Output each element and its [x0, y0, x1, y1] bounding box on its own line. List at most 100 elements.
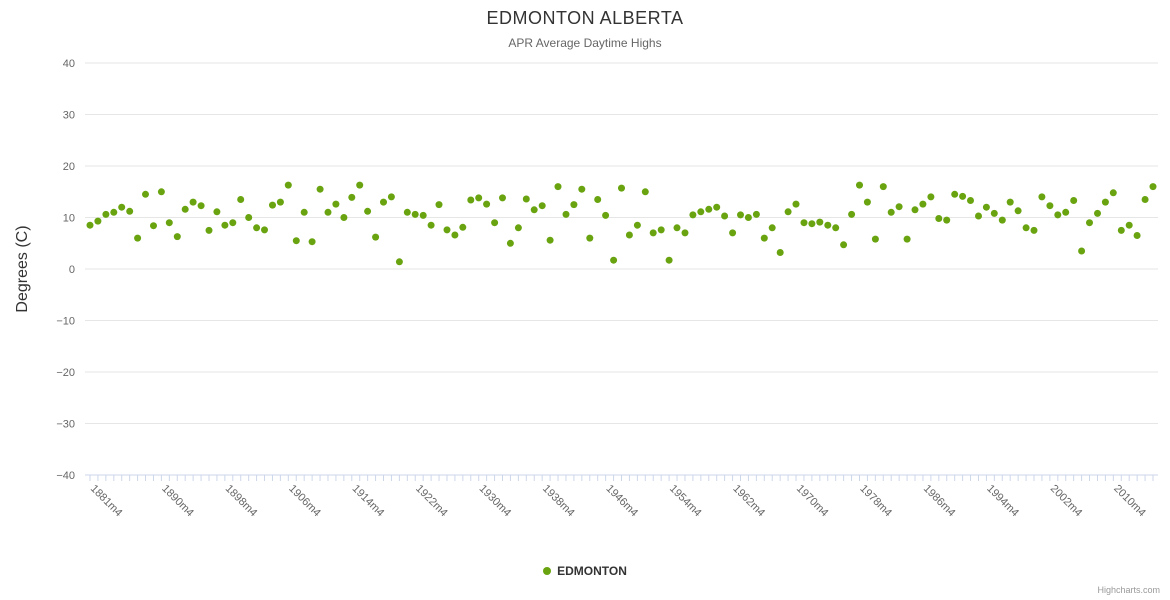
- data-point[interactable]: [1006, 198, 1014, 206]
- data-point[interactable]: [491, 219, 499, 227]
- data-point[interactable]: [729, 229, 737, 237]
- data-point[interactable]: [689, 211, 697, 219]
- data-point[interactable]: [975, 212, 982, 220]
- data-point[interactable]: [737, 211, 744, 219]
- data-point[interactable]: [1109, 189, 1117, 197]
- data-point[interactable]: [871, 235, 879, 243]
- data-point[interactable]: [919, 200, 927, 208]
- data-point[interactable]: [276, 198, 284, 206]
- data-point[interactable]: [308, 238, 316, 246]
- data-point[interactable]: [586, 234, 594, 242]
- data-point[interactable]: [760, 234, 768, 242]
- data-point[interactable]: [380, 198, 387, 206]
- data-point[interactable]: [1014, 207, 1022, 215]
- data-point[interactable]: [1078, 247, 1086, 255]
- data-point[interactable]: [1125, 221, 1133, 229]
- data-point[interactable]: [967, 197, 974, 204]
- data-point[interactable]: [514, 224, 522, 232]
- data-point[interactable]: [1046, 202, 1054, 210]
- data-point[interactable]: [959, 192, 967, 200]
- data-point[interactable]: [332, 200, 340, 208]
- data-point[interactable]: [673, 224, 681, 232]
- data-point[interactable]: [284, 181, 292, 189]
- data-point[interactable]: [181, 205, 189, 213]
- data-point[interactable]: [1101, 198, 1109, 206]
- data-point[interactable]: [705, 205, 713, 213]
- data-point[interactable]: [990, 209, 998, 217]
- data-point[interactable]: [752, 210, 760, 218]
- data-point[interactable]: [110, 208, 118, 216]
- data-point[interactable]: [832, 224, 840, 232]
- data-point[interactable]: [86, 221, 94, 229]
- data-point[interactable]: [372, 233, 380, 241]
- data-point[interactable]: [387, 193, 395, 201]
- data-point[interactable]: [602, 211, 610, 219]
- data-point[interactable]: [570, 201, 578, 209]
- data-point[interactable]: [459, 223, 467, 231]
- data-point[interactable]: [419, 211, 427, 219]
- data-point[interactable]: [562, 210, 570, 218]
- data-point[interactable]: [522, 195, 530, 203]
- data-point[interactable]: [935, 215, 943, 222]
- data-point[interactable]: [911, 206, 919, 214]
- data-point[interactable]: [126, 207, 134, 215]
- data-point[interactable]: [808, 220, 816, 228]
- legend-item-edmonton[interactable]: EDMONTON: [543, 564, 627, 578]
- data-point[interactable]: [840, 241, 848, 249]
- data-point[interactable]: [625, 231, 633, 239]
- data-point[interactable]: [1030, 226, 1038, 234]
- data-point[interactable]: [499, 194, 506, 202]
- data-point[interactable]: [269, 201, 276, 209]
- data-point[interactable]: [649, 229, 657, 237]
- data-point[interactable]: [213, 208, 221, 216]
- data-point[interactable]: [435, 201, 443, 209]
- data-point[interactable]: [903, 235, 911, 243]
- data-point[interactable]: [879, 183, 887, 191]
- data-point[interactable]: [665, 256, 673, 264]
- data-point[interactable]: [530, 206, 538, 214]
- data-point[interactable]: [300, 208, 308, 216]
- data-point[interactable]: [165, 219, 173, 227]
- data-point[interactable]: [1038, 193, 1046, 201]
- data-point[interactable]: [1022, 224, 1030, 232]
- data-point[interactable]: [713, 203, 721, 211]
- data-point[interactable]: [1133, 232, 1141, 239]
- data-point[interactable]: [506, 239, 514, 247]
- data-point[interactable]: [1086, 219, 1093, 227]
- data-point[interactable]: [102, 210, 110, 218]
- data-point[interactable]: [189, 198, 197, 206]
- data-point[interactable]: [982, 203, 990, 211]
- data-point[interactable]: [467, 196, 475, 204]
- data-point[interactable]: [776, 249, 784, 256]
- data-point[interactable]: [618, 184, 625, 192]
- data-point[interactable]: [237, 196, 245, 203]
- data-point[interactable]: [800, 219, 808, 227]
- data-point[interactable]: [356, 181, 364, 189]
- data-point[interactable]: [253, 224, 261, 232]
- data-point[interactable]: [261, 226, 268, 234]
- data-point[interactable]: [610, 256, 618, 264]
- data-point[interactable]: [443, 226, 451, 234]
- data-point[interactable]: [697, 208, 705, 216]
- data-point[interactable]: [316, 185, 324, 193]
- data-point[interactable]: [895, 203, 903, 211]
- data-point[interactable]: [681, 229, 689, 237]
- data-point[interactable]: [848, 210, 856, 218]
- data-point[interactable]: [134, 234, 142, 242]
- data-point[interactable]: [142, 190, 149, 198]
- data-point[interactable]: [403, 208, 411, 216]
- data-point[interactable]: [594, 196, 602, 203]
- data-point[interactable]: [863, 198, 871, 206]
- data-point[interactable]: [157, 188, 165, 196]
- data-point[interactable]: [348, 193, 356, 201]
- data-point[interactable]: [641, 188, 649, 196]
- data-point[interactable]: [856, 181, 863, 189]
- data-point[interactable]: [1117, 226, 1125, 234]
- data-point[interactable]: [784, 208, 792, 216]
- data-point[interactable]: [118, 203, 126, 211]
- data-point[interactable]: [554, 183, 562, 191]
- data-point[interactable]: [292, 237, 300, 245]
- data-point[interactable]: [475, 194, 483, 202]
- data-point[interactable]: [657, 226, 665, 234]
- data-point[interactable]: [578, 185, 586, 193]
